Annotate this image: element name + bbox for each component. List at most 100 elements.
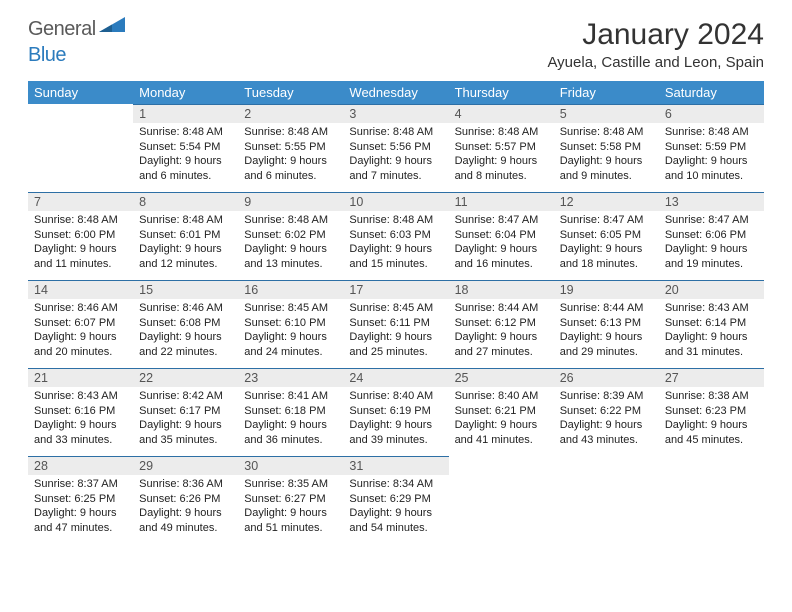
sunrise-line: Sunrise: 8:38 AM bbox=[665, 389, 758, 404]
daylight-line: Daylight: 9 hours and 36 minutes. bbox=[244, 418, 337, 447]
sunset-line: Sunset: 6:02 PM bbox=[244, 228, 337, 243]
day-details: Sunrise: 8:48 AMSunset: 6:00 PMDaylight:… bbox=[28, 211, 133, 277]
day-details: Sunrise: 8:46 AMSunset: 6:08 PMDaylight:… bbox=[133, 299, 238, 365]
sunset-line: Sunset: 6:17 PM bbox=[139, 404, 232, 419]
sunrise-line: Sunrise: 8:48 AM bbox=[349, 213, 442, 228]
sunrise-line: Sunrise: 8:48 AM bbox=[455, 125, 548, 140]
day-number: 29 bbox=[133, 456, 238, 475]
calendar-cell: 26Sunrise: 8:39 AMSunset: 6:22 PMDayligh… bbox=[554, 368, 659, 456]
sunrise-line: Sunrise: 8:48 AM bbox=[139, 125, 232, 140]
sunset-line: Sunset: 5:56 PM bbox=[349, 140, 442, 155]
sunset-line: Sunset: 5:58 PM bbox=[560, 140, 653, 155]
sunset-line: Sunset: 6:23 PM bbox=[665, 404, 758, 419]
sunrise-line: Sunrise: 8:48 AM bbox=[665, 125, 758, 140]
day-number: 4 bbox=[449, 104, 554, 123]
day-number: 13 bbox=[659, 192, 764, 211]
daylight-line: Daylight: 9 hours and 25 minutes. bbox=[349, 330, 442, 359]
daylight-line: Daylight: 9 hours and 27 minutes. bbox=[455, 330, 548, 359]
daylight-line: Daylight: 9 hours and 9 minutes. bbox=[560, 154, 653, 183]
sunrise-line: Sunrise: 8:43 AM bbox=[665, 301, 758, 316]
day-number: 14 bbox=[28, 280, 133, 299]
calendar-week-row: 21Sunrise: 8:43 AMSunset: 6:16 PMDayligh… bbox=[28, 368, 764, 456]
sunrise-line: Sunrise: 8:48 AM bbox=[139, 213, 232, 228]
day-number: 12 bbox=[554, 192, 659, 211]
day-number: 2 bbox=[238, 104, 343, 123]
day-number: 8 bbox=[133, 192, 238, 211]
day-details: Sunrise: 8:35 AMSunset: 6:27 PMDaylight:… bbox=[238, 475, 343, 541]
day-details: Sunrise: 8:48 AMSunset: 6:03 PMDaylight:… bbox=[343, 211, 448, 277]
calendar-cell: 7Sunrise: 8:48 AMSunset: 6:00 PMDaylight… bbox=[28, 192, 133, 280]
sunset-line: Sunset: 6:11 PM bbox=[349, 316, 442, 331]
daylight-line: Daylight: 9 hours and 47 minutes. bbox=[34, 506, 127, 535]
calendar-cell: 1Sunrise: 8:48 AMSunset: 5:54 PMDaylight… bbox=[133, 104, 238, 192]
day-number: 28 bbox=[28, 456, 133, 475]
sunset-line: Sunset: 6:05 PM bbox=[560, 228, 653, 243]
day-details: Sunrise: 8:44 AMSunset: 6:12 PMDaylight:… bbox=[449, 299, 554, 365]
day-details: Sunrise: 8:43 AMSunset: 6:14 PMDaylight:… bbox=[659, 299, 764, 365]
calendar-cell: 12Sunrise: 8:47 AMSunset: 6:05 PMDayligh… bbox=[554, 192, 659, 280]
day-number: 15 bbox=[133, 280, 238, 299]
day-details: Sunrise: 8:37 AMSunset: 6:25 PMDaylight:… bbox=[28, 475, 133, 541]
daylight-line: Daylight: 9 hours and 19 minutes. bbox=[665, 242, 758, 271]
day-number: 26 bbox=[554, 368, 659, 387]
empty-day bbox=[554, 456, 659, 475]
day-details: Sunrise: 8:36 AMSunset: 6:26 PMDaylight:… bbox=[133, 475, 238, 541]
sunset-line: Sunset: 6:25 PM bbox=[34, 492, 127, 507]
day-details: Sunrise: 8:39 AMSunset: 6:22 PMDaylight:… bbox=[554, 387, 659, 453]
sunrise-line: Sunrise: 8:34 AM bbox=[349, 477, 442, 492]
calendar-cell: 10Sunrise: 8:48 AMSunset: 6:03 PMDayligh… bbox=[343, 192, 448, 280]
sunrise-line: Sunrise: 8:42 AM bbox=[139, 389, 232, 404]
day-details: Sunrise: 8:45 AMSunset: 6:11 PMDaylight:… bbox=[343, 299, 448, 365]
calendar-cell: 31Sunrise: 8:34 AMSunset: 6:29 PMDayligh… bbox=[343, 456, 448, 544]
daylight-line: Daylight: 9 hours and 43 minutes. bbox=[560, 418, 653, 447]
sunset-line: Sunset: 6:14 PM bbox=[665, 316, 758, 331]
sunset-line: Sunset: 6:08 PM bbox=[139, 316, 232, 331]
sunset-line: Sunset: 5:57 PM bbox=[455, 140, 548, 155]
daylight-line: Daylight: 9 hours and 54 minutes. bbox=[349, 506, 442, 535]
day-details: Sunrise: 8:42 AMSunset: 6:17 PMDaylight:… bbox=[133, 387, 238, 453]
day-details: Sunrise: 8:41 AMSunset: 6:18 PMDaylight:… bbox=[238, 387, 343, 453]
calendar-cell: 22Sunrise: 8:42 AMSunset: 6:17 PMDayligh… bbox=[133, 368, 238, 456]
day-details: Sunrise: 8:48 AMSunset: 5:59 PMDaylight:… bbox=[659, 123, 764, 189]
daylight-line: Daylight: 9 hours and 51 minutes. bbox=[244, 506, 337, 535]
calendar-cell: 13Sunrise: 8:47 AMSunset: 6:06 PMDayligh… bbox=[659, 192, 764, 280]
empty-day bbox=[659, 456, 764, 475]
day-details: Sunrise: 8:34 AMSunset: 6:29 PMDaylight:… bbox=[343, 475, 448, 541]
day-header: Monday bbox=[133, 81, 238, 104]
calendar-table: SundayMondayTuesdayWednesdayThursdayFrid… bbox=[28, 81, 764, 544]
day-number: 1 bbox=[133, 104, 238, 123]
day-number: 24 bbox=[343, 368, 448, 387]
sunrise-line: Sunrise: 8:45 AM bbox=[244, 301, 337, 316]
daylight-line: Daylight: 9 hours and 22 minutes. bbox=[139, 330, 232, 359]
calendar-cell: 23Sunrise: 8:41 AMSunset: 6:18 PMDayligh… bbox=[238, 368, 343, 456]
calendar-cell: 8Sunrise: 8:48 AMSunset: 6:01 PMDaylight… bbox=[133, 192, 238, 280]
daylight-line: Daylight: 9 hours and 39 minutes. bbox=[349, 418, 442, 447]
calendar-cell: 20Sunrise: 8:43 AMSunset: 6:14 PMDayligh… bbox=[659, 280, 764, 368]
calendar-cell: 16Sunrise: 8:45 AMSunset: 6:10 PMDayligh… bbox=[238, 280, 343, 368]
calendar-cell: 4Sunrise: 8:48 AMSunset: 5:57 PMDaylight… bbox=[449, 104, 554, 192]
sunrise-line: Sunrise: 8:43 AM bbox=[34, 389, 127, 404]
sunset-line: Sunset: 6:12 PM bbox=[455, 316, 548, 331]
sunset-line: Sunset: 5:55 PM bbox=[244, 140, 337, 155]
calendar-cell bbox=[28, 104, 133, 192]
daylight-line: Daylight: 9 hours and 7 minutes. bbox=[349, 154, 442, 183]
calendar-week-row: 1Sunrise: 8:48 AMSunset: 5:54 PMDaylight… bbox=[28, 104, 764, 192]
day-number: 5 bbox=[554, 104, 659, 123]
day-details: Sunrise: 8:48 AMSunset: 5:55 PMDaylight:… bbox=[238, 123, 343, 189]
day-number: 25 bbox=[449, 368, 554, 387]
sunrise-line: Sunrise: 8:48 AM bbox=[34, 213, 127, 228]
day-number: 11 bbox=[449, 192, 554, 211]
sunset-line: Sunset: 6:13 PM bbox=[560, 316, 653, 331]
sunset-line: Sunset: 6:07 PM bbox=[34, 316, 127, 331]
title-block: January 2024 Ayuela, Castille and Leon, … bbox=[547, 18, 764, 71]
daylight-line: Daylight: 9 hours and 16 minutes. bbox=[455, 242, 548, 271]
calendar-cell: 3Sunrise: 8:48 AMSunset: 5:56 PMDaylight… bbox=[343, 104, 448, 192]
calendar-cell: 21Sunrise: 8:43 AMSunset: 6:16 PMDayligh… bbox=[28, 368, 133, 456]
daylight-line: Daylight: 9 hours and 49 minutes. bbox=[139, 506, 232, 535]
calendar-cell: 25Sunrise: 8:40 AMSunset: 6:21 PMDayligh… bbox=[449, 368, 554, 456]
calendar-cell bbox=[554, 456, 659, 544]
calendar-cell: 24Sunrise: 8:40 AMSunset: 6:19 PMDayligh… bbox=[343, 368, 448, 456]
calendar-cell: 6Sunrise: 8:48 AMSunset: 5:59 PMDaylight… bbox=[659, 104, 764, 192]
day-number: 16 bbox=[238, 280, 343, 299]
day-number: 30 bbox=[238, 456, 343, 475]
